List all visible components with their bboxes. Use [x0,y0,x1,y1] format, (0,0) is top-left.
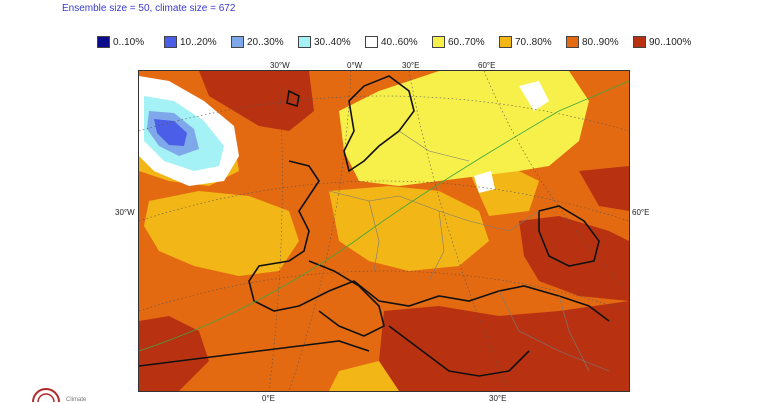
legend-item: 30..40% [298,35,351,49]
ensemble-info: Ensemble size = 50, climate size = 672 [62,3,236,14]
legend-item: 80..90% [566,35,619,49]
legend-item: 0..10% [97,35,144,49]
axis-label-top: 60°E [478,61,496,70]
legend-swatch [499,36,512,48]
axis-label-right: 60°E [632,208,650,217]
legend-swatch [231,36,244,48]
legend-label: 70..80% [515,36,552,48]
legend-swatch [97,36,110,48]
zone-10-20 [154,119,187,146]
axis-label-bottom: 0°E [262,394,275,403]
probability-map [138,70,630,392]
legend-label: 30..40% [314,36,351,48]
axis-label-top: 30°W [270,61,290,70]
legend-swatch [633,36,646,48]
legend-label: 80..90% [582,36,619,48]
legend-swatch [298,36,311,48]
legend-swatch [164,36,177,48]
legend-item: 90..100% [633,35,691,49]
legend-swatch [432,36,445,48]
legend-item: 10..20% [164,35,217,49]
axis-label-bottom: 30°E [489,394,507,403]
logo-text: Climate [66,397,87,403]
legend-swatch [365,36,378,48]
contour-line [139,80,629,352]
legend-item: 40..60% [365,35,418,49]
axis-label-top: 30°E [402,61,420,70]
climate-logo-icon [32,388,60,403]
legend-item: 70..80% [499,35,552,49]
legend-label: 20..30% [247,36,284,48]
legend-item: 20..30% [231,35,284,49]
legend-label: 0..10% [113,36,145,48]
graticule [139,71,629,391]
zone-90-100 [139,71,629,391]
legend-item: 60..70% [432,35,485,49]
legend-swatch [566,36,579,48]
legend-label: 10..20% [180,36,217,48]
axis-label-top: 0°W [347,61,363,70]
legend-label: 40..60% [381,36,418,48]
coastlines [139,75,610,377]
legend-label: 60..70% [448,36,485,48]
axis-label-left: 30°W [115,208,135,217]
legend-label: 90..100% [649,36,692,48]
country-borders [328,130,610,372]
